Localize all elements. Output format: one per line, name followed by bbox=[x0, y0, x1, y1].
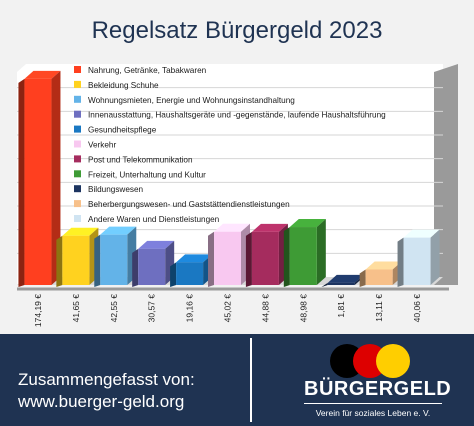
legend-label: Beherbergungswesen- und Gaststättendiens… bbox=[88, 200, 290, 209]
bar bbox=[138, 248, 166, 285]
bar-left-edge bbox=[359, 269, 366, 287]
bar bbox=[251, 231, 279, 285]
bar-chart: 174,19 € 41,65 € 42,55 € 30,57 € 19,16 € 45,0… bbox=[17, 64, 458, 327]
legend-swatch bbox=[74, 95, 81, 103]
bar-left-edge bbox=[94, 234, 101, 287]
legend-label: Andere Waren und Dienstleistungen bbox=[88, 215, 220, 224]
bar-value-label: 40,06 € bbox=[412, 294, 422, 323]
brand-tagline: Verein für soziales Leben e. V. bbox=[315, 408, 431, 418]
bar-side bbox=[316, 219, 326, 285]
bar-left-edge bbox=[208, 231, 214, 287]
bar bbox=[100, 234, 128, 285]
bar bbox=[62, 235, 90, 285]
legend-swatch bbox=[74, 66, 81, 73]
bar-value-label: 1,81 € bbox=[336, 294, 346, 318]
bar bbox=[365, 269, 393, 285]
bar bbox=[289, 227, 317, 285]
legend-swatch bbox=[74, 170, 81, 178]
bar-left-edge bbox=[132, 248, 139, 287]
bar-value-label: 42,55 € bbox=[109, 294, 119, 323]
legend-swatch bbox=[74, 155, 81, 163]
bar-top bbox=[24, 70, 61, 79]
legend-label: Bekleidung Schuhe bbox=[88, 81, 159, 90]
legend-swatch bbox=[74, 185, 81, 193]
legend-label: Wohnungsmieten, Energie und Wohnungsinst… bbox=[88, 96, 295, 105]
bar-top bbox=[214, 223, 250, 232]
bar-value-label: 30,57 € bbox=[147, 294, 157, 323]
legend-label: Bildungswesen bbox=[88, 185, 144, 194]
bar-top bbox=[62, 227, 99, 236]
bar-top bbox=[251, 223, 288, 232]
legend-swatch bbox=[74, 110, 81, 118]
legend-label: Gesundheitspflege bbox=[88, 126, 157, 135]
bar-top bbox=[327, 274, 364, 283]
bar-left-edge bbox=[321, 282, 328, 287]
bar-side bbox=[51, 70, 61, 285]
legend-swatch bbox=[74, 125, 81, 133]
legend-label: Innenausstattung, Haushaltsgeräte und -g… bbox=[88, 111, 386, 120]
bar-value-label: 13,11 € bbox=[374, 294, 384, 322]
footer-divider bbox=[250, 338, 252, 422]
legend-label: Freizeit, Unterhaltung und Kultur bbox=[88, 170, 206, 179]
bar-value-label: 174,19 € bbox=[33, 294, 43, 327]
footer-credit-label: Zusammengefasst von: bbox=[18, 370, 195, 389]
bar-left-edge bbox=[245, 231, 252, 287]
bar-top bbox=[365, 261, 402, 270]
bar bbox=[327, 282, 355, 285]
legend-swatch bbox=[74, 80, 81, 88]
brand-logo-text: BÜRGERGELD bbox=[304, 378, 452, 400]
legend-swatch bbox=[74, 140, 81, 148]
bar bbox=[403, 237, 431, 285]
bar bbox=[214, 231, 241, 285]
legend-label: Verkehr bbox=[88, 141, 116, 150]
bar-top bbox=[100, 226, 137, 235]
bar-top bbox=[176, 254, 213, 263]
bar-left-edge bbox=[397, 237, 404, 287]
legend-label: Nahrung, Getränke, Tabakwaren bbox=[88, 66, 207, 75]
brand-underline bbox=[304, 403, 442, 404]
legend-label: Post und Telekommunikation bbox=[88, 155, 193, 164]
legend-swatch bbox=[74, 200, 81, 208]
bar-top bbox=[138, 240, 175, 249]
bar-value-label: 41,65 € bbox=[71, 294, 81, 323]
bar bbox=[24, 78, 52, 285]
bar-side bbox=[430, 229, 440, 285]
bar-top bbox=[289, 219, 326, 228]
chart-title: Regelsatz Bürgergeld 2023 bbox=[91, 17, 383, 44]
flag-circle-gold bbox=[376, 344, 410, 378]
bar-left-edge bbox=[18, 78, 25, 287]
bar bbox=[176, 262, 204, 285]
bar-value-label: 45,02 € bbox=[223, 294, 233, 323]
footer-website: www.buerger-geld.org bbox=[18, 392, 185, 411]
bar-top bbox=[403, 229, 440, 238]
bar-value-label: 44,88 € bbox=[260, 294, 270, 323]
bar-left-edge bbox=[283, 227, 290, 287]
bar-value-label: 48,98 € bbox=[298, 294, 308, 323]
legend-swatch bbox=[74, 215, 81, 222]
bar-value-label: 19,16 € bbox=[185, 294, 195, 323]
bar-left-edge bbox=[170, 262, 177, 287]
bar-left-edge bbox=[56, 235, 63, 287]
